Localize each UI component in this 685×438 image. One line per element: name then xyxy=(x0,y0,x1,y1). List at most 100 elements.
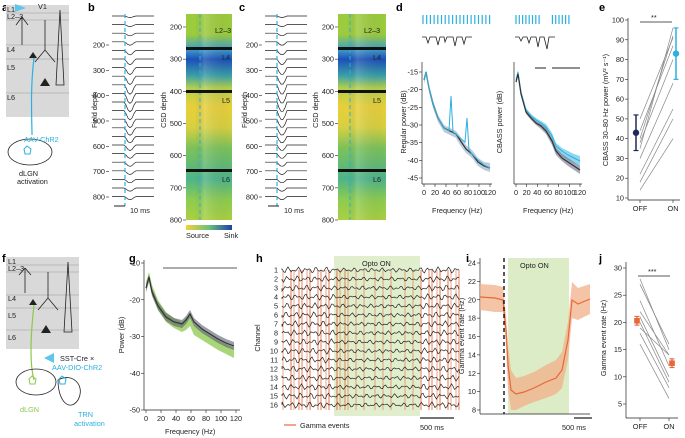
tick-label: -40 xyxy=(129,369,140,378)
neuron-soma-icon xyxy=(29,52,37,58)
lfp-trace xyxy=(265,50,307,55)
y-axis-label: Gamma event rate (Hz) xyxy=(599,300,608,376)
lfp-trace xyxy=(112,196,154,201)
tick-label: -10 xyxy=(129,259,140,268)
tick-label: 60 xyxy=(544,188,552,197)
tick-label: -20 xyxy=(407,85,418,94)
channel-trace xyxy=(281,374,460,382)
tick-label: ON xyxy=(668,204,679,213)
csd-depth-ticks: 200 300 400 500 600 700 800 xyxy=(322,23,338,225)
tick-label: 80 xyxy=(616,55,624,64)
lfp-trace xyxy=(265,170,307,175)
tick-label: -25 xyxy=(407,103,418,112)
paired-line xyxy=(639,333,670,388)
x-ticks: OFF ON xyxy=(633,418,675,431)
paired-line xyxy=(639,327,670,356)
tick-label: 40 xyxy=(442,188,450,197)
trn-label: TRN xyxy=(78,410,93,419)
spectrum-on xyxy=(515,71,581,162)
cortex-box xyxy=(6,257,79,349)
tick-label: -45 xyxy=(407,174,418,183)
lfp-trace xyxy=(112,101,154,113)
lfp-trace xyxy=(265,136,307,143)
lfp-trace xyxy=(265,58,307,65)
paired-line xyxy=(639,118,674,183)
layer-label: L4 xyxy=(222,53,230,62)
tick-label: 90 xyxy=(616,35,624,44)
lfp-trace xyxy=(265,179,307,184)
region-label: V1 xyxy=(38,2,47,11)
depth-tick-label: 400 xyxy=(246,91,258,100)
panel-j: j 30 25 20 15 10 5 OFF ON *** Gamma event rate… xyxy=(598,253,678,431)
layer-label: L4 xyxy=(8,294,16,303)
y-axis-label: Channel xyxy=(253,324,262,352)
target-label: dLGN xyxy=(20,405,39,414)
projection-axon xyxy=(30,57,35,136)
light-icon xyxy=(44,353,54,363)
channel-label: 4 xyxy=(274,293,278,302)
channel-label: 3 xyxy=(274,284,278,293)
lfp-trace xyxy=(112,170,154,175)
y-axis-label: CBASS power (dB) xyxy=(495,91,504,153)
layer-label: L2–3 xyxy=(364,26,380,35)
tick-label: 20 xyxy=(523,188,531,197)
lfp-trace xyxy=(112,32,154,37)
paired-line xyxy=(639,35,674,139)
layer-label: L5 xyxy=(7,63,15,72)
lfp-trace xyxy=(112,161,154,167)
paired-line xyxy=(639,37,674,120)
channel-trace xyxy=(281,365,460,373)
opto-label: Opto ON xyxy=(362,259,391,268)
y-axis-label: Regular power (dB) xyxy=(399,90,408,153)
depth-tick-label: 500 xyxy=(322,119,334,128)
panel-i: i Opto ON 24 22 20 18 16 14 12 10 8 500 ms Gamma… xyxy=(457,253,592,432)
sem-band xyxy=(480,282,590,410)
channel-label: 6 xyxy=(274,311,278,320)
tick-label: -20 xyxy=(129,295,140,304)
layer-label: L6 xyxy=(222,175,230,184)
neuron-icon xyxy=(18,261,73,333)
lfp-trace xyxy=(265,144,307,151)
panel-d: d -15-20-25-30-35-40-45 0 20 40 60 80 100120 … xyxy=(396,2,586,215)
layer-label: L4 xyxy=(7,45,15,54)
depth-tick-label: 600 xyxy=(322,151,334,160)
tick-label: 14 xyxy=(468,350,476,359)
depth-tick-label: 500 xyxy=(170,119,182,128)
y-axis-label: Field depth xyxy=(240,92,249,128)
lfp-trace xyxy=(112,110,154,121)
spectrum-off xyxy=(145,276,235,347)
tick-label: -35 xyxy=(407,138,418,147)
panel-label-i: i xyxy=(466,253,469,265)
panel-label-f: f xyxy=(2,253,6,265)
lfp-trace xyxy=(265,161,307,167)
lfp-trace xyxy=(112,187,154,192)
lfp-trace xyxy=(112,179,154,184)
y-ticks: 100 90 80 70 60 50 40 30 20 10 xyxy=(612,16,628,203)
spectrum-on xyxy=(423,71,491,169)
depth-tick-label: 800 xyxy=(246,193,258,202)
tick-label: ON xyxy=(664,422,675,431)
channel-label: 9 xyxy=(274,338,278,347)
layer-label: L6 xyxy=(373,175,381,184)
lfp-traces xyxy=(112,15,154,201)
layer-label: L5 xyxy=(8,311,16,320)
depth-tick-label: 700 xyxy=(170,183,182,192)
tick-label: 60 xyxy=(187,414,195,423)
y-axis-label: Power (dB) xyxy=(117,317,126,354)
mean-point xyxy=(669,360,675,366)
scale-label: 500 ms xyxy=(420,423,444,432)
depth-tick-label: 200 xyxy=(246,41,258,50)
lfp-trace xyxy=(112,15,154,18)
channel-trace xyxy=(281,275,460,283)
tick-label: 0 xyxy=(514,188,518,197)
group-means xyxy=(632,27,680,152)
tick-label: 16 xyxy=(468,332,476,341)
layer-label: L1 xyxy=(7,5,15,14)
paired-line xyxy=(639,108,674,175)
channel-label: 11 xyxy=(270,356,278,365)
depth-tick-label: 700 xyxy=(93,167,105,176)
channel-trace xyxy=(281,401,460,409)
scale-label: 10 ms xyxy=(284,206,304,215)
